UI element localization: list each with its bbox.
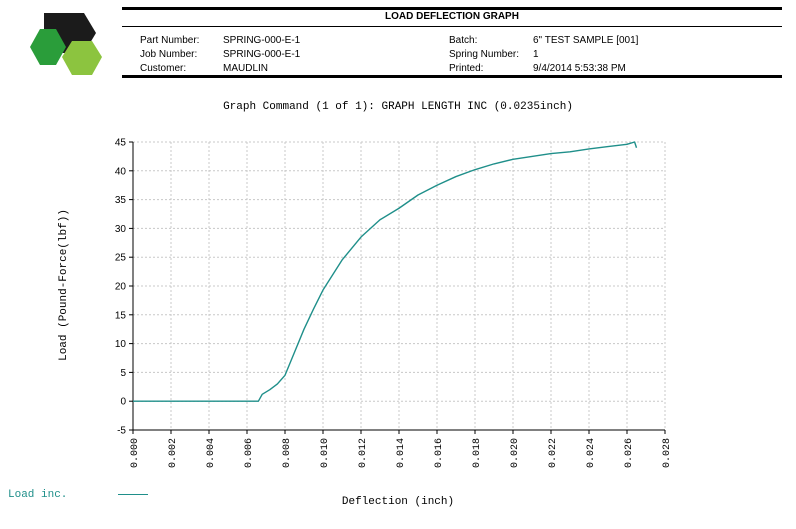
customer-label: Customer: bbox=[140, 63, 187, 74]
series-line-0 bbox=[133, 141, 638, 402]
x-axis-label: Deflection (inch) bbox=[342, 496, 454, 508]
header-divider bbox=[122, 26, 782, 27]
printed-label: Printed: bbox=[449, 63, 484, 74]
x-tick-label: 0.020 bbox=[510, 438, 521, 468]
y-axis-label: Load (Pound-Force(lbf)) bbox=[58, 209, 70, 361]
y-tick-label: -5 bbox=[117, 426, 126, 437]
report-header: LOAD DEFLECTION GRAPH Part Number: SPRIN… bbox=[122, 7, 782, 78]
series-layer bbox=[133, 141, 638, 402]
job-number-label: Job Number: bbox=[140, 49, 198, 60]
x-tick-label: 0.010 bbox=[320, 438, 331, 468]
spring-number-label: Spring Number: bbox=[449, 49, 520, 60]
x-tick-label: 0.000 bbox=[130, 438, 141, 468]
logo-hex-lime bbox=[62, 41, 102, 75]
graph-title: Graph Command (1 of 1): GRAPH LENGTH INC… bbox=[223, 101, 573, 113]
x-tick-label: 0.004 bbox=[206, 438, 217, 468]
report-title: LOAD DEFLECTION GRAPH bbox=[385, 11, 519, 22]
company-logo bbox=[30, 13, 102, 75]
batch-label: Batch: bbox=[449, 35, 478, 46]
x-tick-label: 0.014 bbox=[396, 438, 407, 468]
x-tick-label: 0.026 bbox=[624, 438, 635, 468]
x-tick-label: 0.016 bbox=[434, 438, 445, 468]
printed-value: 9/4/2014 5:53:38 PM bbox=[533, 63, 626, 74]
x-tick-label: 0.028 bbox=[662, 438, 673, 468]
y-tick-label: 25 bbox=[115, 253, 127, 264]
legend-swatch bbox=[118, 494, 148, 495]
x-tick-label: 0.018 bbox=[472, 438, 483, 468]
part-number-value: SPRING-000-E-1 bbox=[223, 35, 301, 46]
x-tick-label: 0.008 bbox=[282, 438, 293, 468]
job-number-value: SPRING-000-E-1 bbox=[223, 49, 301, 60]
y-tick-label: 30 bbox=[115, 224, 127, 235]
grid-lines bbox=[133, 141, 666, 430]
x-tick-label: 0.022 bbox=[548, 438, 559, 468]
y-tick-label: 45 bbox=[115, 138, 127, 149]
y-tick-label: 20 bbox=[115, 282, 127, 293]
x-tick-label: 0.006 bbox=[244, 438, 255, 468]
tick-labels: 0.000 0.002 0.004 0.006 0.008 0.010 0.012 0.014… bbox=[115, 138, 673, 469]
legend-entry-label: Load inc. bbox=[8, 489, 68, 501]
y-tick-label: 0 bbox=[120, 397, 126, 408]
x-tick-label: 0.024 bbox=[586, 438, 597, 468]
spring-number-value: 1 bbox=[533, 49, 539, 60]
batch-value: 6" TEST SAMPLE [001] bbox=[533, 35, 639, 46]
y-tick-label: 40 bbox=[115, 166, 127, 177]
logo-hex-green bbox=[30, 29, 66, 65]
part-number-label: Part Number: bbox=[140, 35, 200, 46]
x-tick-label: 0.002 bbox=[168, 438, 179, 468]
customer-value: MAUDLIN bbox=[223, 63, 269, 74]
y-tick-label: 5 bbox=[120, 368, 126, 379]
axes bbox=[129, 141, 666, 434]
x-tick-label: 0.012 bbox=[358, 438, 369, 468]
y-tick-label: 10 bbox=[115, 339, 127, 350]
y-tick-label: 15 bbox=[115, 310, 127, 321]
y-tick-label: 35 bbox=[115, 195, 127, 206]
